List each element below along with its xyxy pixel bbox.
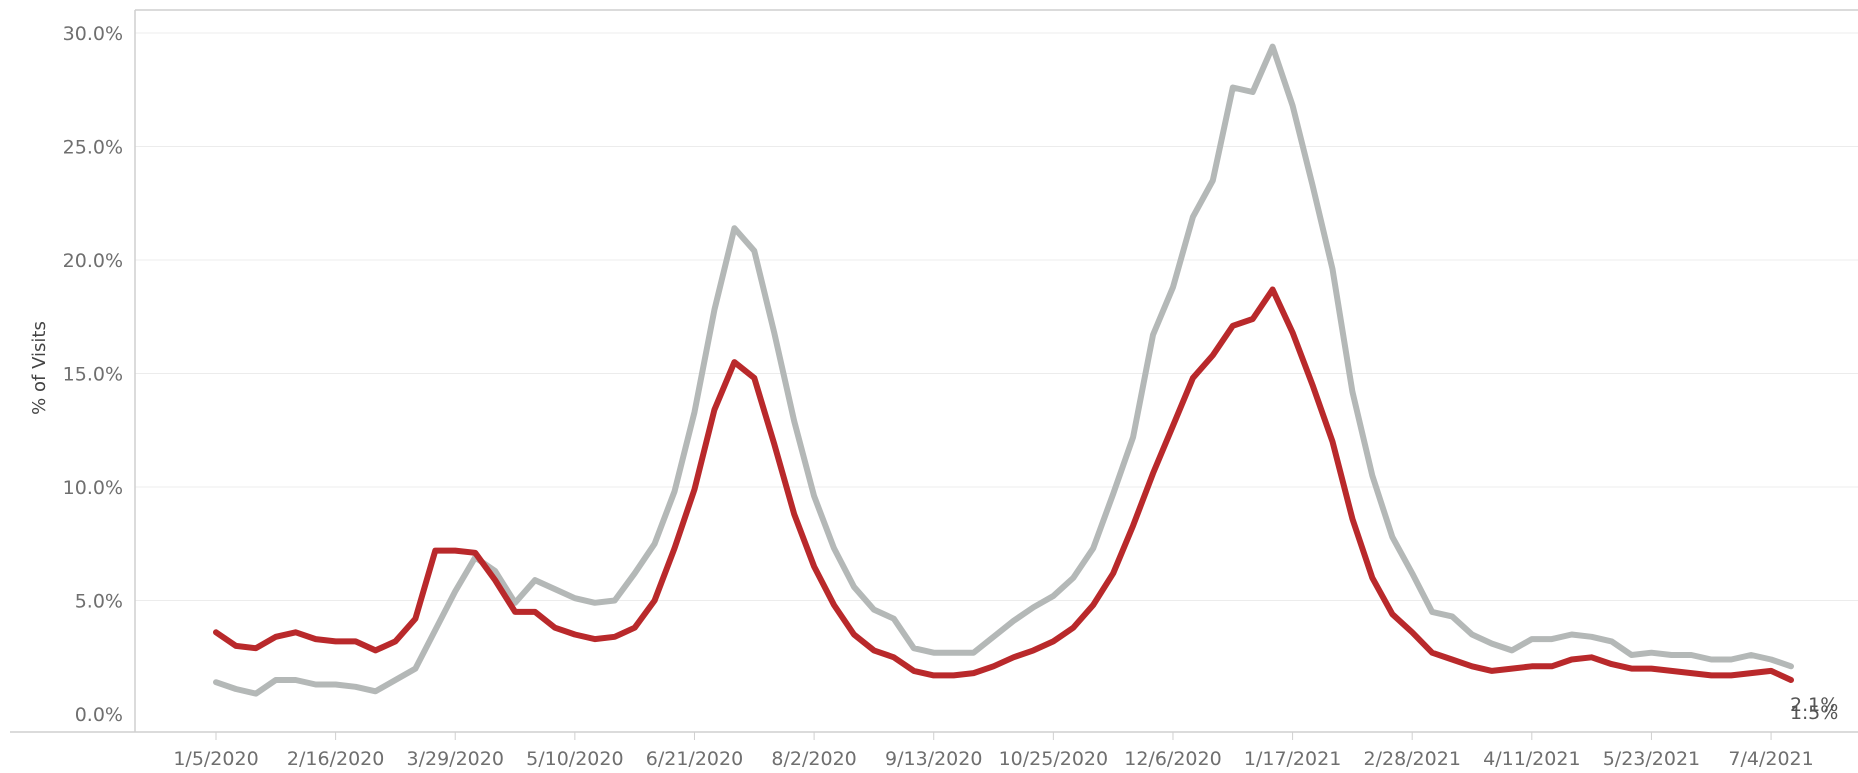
series-group — [213, 43, 1794, 697]
x-tick-label: 3/29/2020 — [407, 748, 504, 770]
x-tick-label: 1/5/2020 — [173, 748, 258, 770]
y-axis-ticks: 0.0% 5.0% 10.0% 15.0% 20.0% 25.0% 30.0% — [63, 23, 123, 726]
x-tick-label: 6/21/2020 — [646, 748, 743, 770]
x-tick-label: 5/10/2020 — [526, 748, 623, 770]
grid-lines — [135, 32, 1858, 601]
y-tick-label: 25.0% — [63, 137, 123, 159]
series-line-gray — [213, 43, 1794, 697]
y-tick-label: 10.0% — [63, 477, 123, 499]
x-tick-label: 12/6/2020 — [1124, 748, 1221, 770]
x-tick-label: 5/23/2021 — [1603, 748, 1700, 770]
y-tick-label: 5.0% — [75, 591, 123, 613]
series-line-red — [213, 286, 1794, 683]
y-tick-label: 15.0% — [63, 364, 123, 386]
x-tick-label: 7/4/2021 — [1728, 748, 1813, 770]
end-labels: 2.1%1.5% — [1790, 694, 1838, 724]
x-tick-label: 9/13/2020 — [885, 748, 982, 770]
end-value-label: 1.5% — [1790, 702, 1838, 724]
y-tick-label: 30.0% — [63, 23, 123, 45]
end-value-label: 2.1% — [1790, 694, 1838, 716]
x-tick-label: 4/11/2021 — [1483, 748, 1580, 770]
x-axis-ticks: 1/5/2020 2/16/2020 3/29/2020 5/10/2020 6/21/… — [173, 732, 1814, 770]
x-tick-label: 10/25/2020 — [999, 748, 1109, 770]
x-tick-label: 2/16/2020 — [287, 748, 384, 770]
y-tick-label: 0.0% — [75, 704, 123, 726]
y-tick-label: 20.0% — [63, 250, 123, 272]
x-tick-label: 8/2/2020 — [771, 748, 856, 770]
y-axis-title: % of Visits — [29, 321, 50, 415]
x-tick-label: 1/17/2021 — [1244, 748, 1341, 770]
x-tick-label: 2/28/2021 — [1363, 748, 1460, 770]
